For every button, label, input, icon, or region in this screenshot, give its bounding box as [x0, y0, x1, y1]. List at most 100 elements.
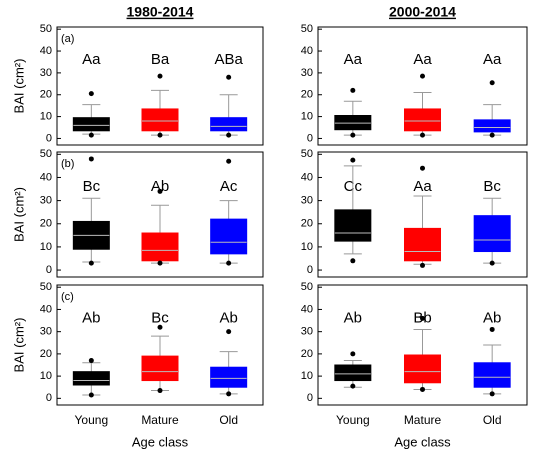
box — [404, 354, 441, 384]
y-tick-label: 10 — [40, 110, 52, 122]
box — [72, 371, 110, 386]
y-axis-label: BAI (cm²) — [11, 187, 26, 242]
significance-letters: Bc — [151, 310, 169, 327]
box — [141, 108, 179, 132]
outlier — [157, 188, 163, 194]
y-tick-label: 40 — [301, 45, 313, 57]
outlier — [350, 383, 356, 389]
plot-frame — [317, 26, 528, 146]
y-tick-label: 50 — [301, 281, 313, 293]
outlier — [157, 324, 163, 330]
outlier — [489, 391, 495, 397]
panel-label: (a) — [61, 33, 74, 45]
outlier — [489, 132, 495, 138]
plot-frame — [317, 284, 528, 406]
significance-letters: Ac — [220, 178, 238, 195]
panel-label: (b) — [61, 158, 74, 170]
y-tick-label: 40 — [301, 171, 313, 183]
box — [473, 362, 511, 388]
y-tick-label: 20 — [40, 218, 52, 230]
x-axis-label: Age class — [132, 434, 189, 449]
y-tick-label: 0 — [46, 132, 52, 144]
x-tick-label: Young — [336, 413, 370, 427]
significance-letters: Aa — [413, 178, 432, 195]
box — [141, 355, 179, 382]
significance-letters: Ba — [151, 51, 170, 68]
x-tick-label: Mature — [404, 413, 442, 427]
y-tick-label: 20 — [301, 89, 313, 101]
column-title: 1980-2014 — [127, 4, 194, 20]
significance-letters: Ab — [483, 310, 501, 327]
y-tick-label: 30 — [301, 326, 313, 338]
significance-letters: Ab — [82, 310, 100, 327]
y-tick-label: 40 — [40, 45, 52, 57]
significance-letters: Aa — [483, 51, 502, 68]
outlier — [489, 260, 495, 266]
y-tick-label: 30 — [40, 195, 52, 207]
y-tick-label: 50 — [301, 23, 313, 35]
y-tick-label: 0 — [46, 392, 52, 404]
column-title: 2000-2014 — [389, 4, 456, 20]
y-tick-label: 0 — [46, 264, 52, 276]
outlier — [88, 392, 94, 398]
box — [473, 119, 511, 133]
outlier — [420, 386, 425, 392]
outlier — [489, 326, 495, 332]
outlier — [226, 132, 232, 138]
box — [404, 227, 441, 262]
outlier — [420, 262, 425, 268]
y-tick-label: 30 — [40, 67, 52, 79]
significance-letters: Aa — [413, 51, 432, 68]
outlier — [420, 132, 425, 138]
outlier — [420, 73, 425, 79]
x-tick-label: Old — [219, 413, 238, 427]
outlier — [489, 80, 495, 86]
significance-letters: Aa — [344, 51, 363, 68]
x-tick-label: Mature — [141, 413, 179, 427]
box — [404, 108, 441, 132]
significance-letters: ABa — [214, 51, 243, 68]
box — [473, 215, 511, 253]
y-tick-label: 40 — [40, 171, 52, 183]
y-tick-label: 20 — [301, 348, 313, 360]
y-tick-label: 30 — [40, 326, 52, 338]
significance-letters: Aa — [82, 51, 101, 68]
significance-letters: Ab — [344, 310, 362, 327]
outlier — [157, 260, 163, 266]
y-tick-label: 50 — [301, 148, 313, 160]
significance-letters: Bc — [83, 178, 101, 195]
x-tick-label: Young — [75, 413, 109, 427]
outlier — [226, 260, 232, 266]
outlier — [88, 91, 94, 97]
outlier — [350, 351, 356, 357]
box — [334, 115, 372, 131]
outlier — [226, 158, 232, 164]
y-tick-label: 30 — [301, 195, 313, 207]
plot-frame — [317, 151, 528, 278]
significance-letters: Bc — [483, 178, 501, 195]
outlier — [350, 157, 356, 163]
y-tick-label: 50 — [40, 23, 52, 35]
y-tick-label: 10 — [301, 370, 313, 382]
y-axis-label: BAI (cm²) — [11, 318, 26, 373]
box — [210, 218, 248, 255]
significance-letters: Ab — [219, 310, 237, 327]
x-tick-label: Old — [483, 413, 502, 427]
outlier — [226, 74, 232, 80]
outlier — [88, 132, 94, 138]
y-tick-label: 10 — [301, 241, 313, 253]
box — [210, 117, 248, 132]
y-tick-label: 20 — [301, 218, 313, 230]
outlier — [157, 132, 163, 138]
box — [334, 209, 372, 242]
box — [72, 117, 110, 132]
y-tick-label: 20 — [40, 89, 52, 101]
y-tick-label: 40 — [301, 303, 313, 315]
y-axis-label: BAI (cm²) — [11, 59, 26, 114]
y-tick-label: 0 — [307, 264, 313, 276]
significance-letters: Ab — [151, 178, 169, 195]
outlier — [88, 358, 94, 364]
plot-frame — [56, 151, 264, 278]
outlier — [88, 260, 94, 266]
